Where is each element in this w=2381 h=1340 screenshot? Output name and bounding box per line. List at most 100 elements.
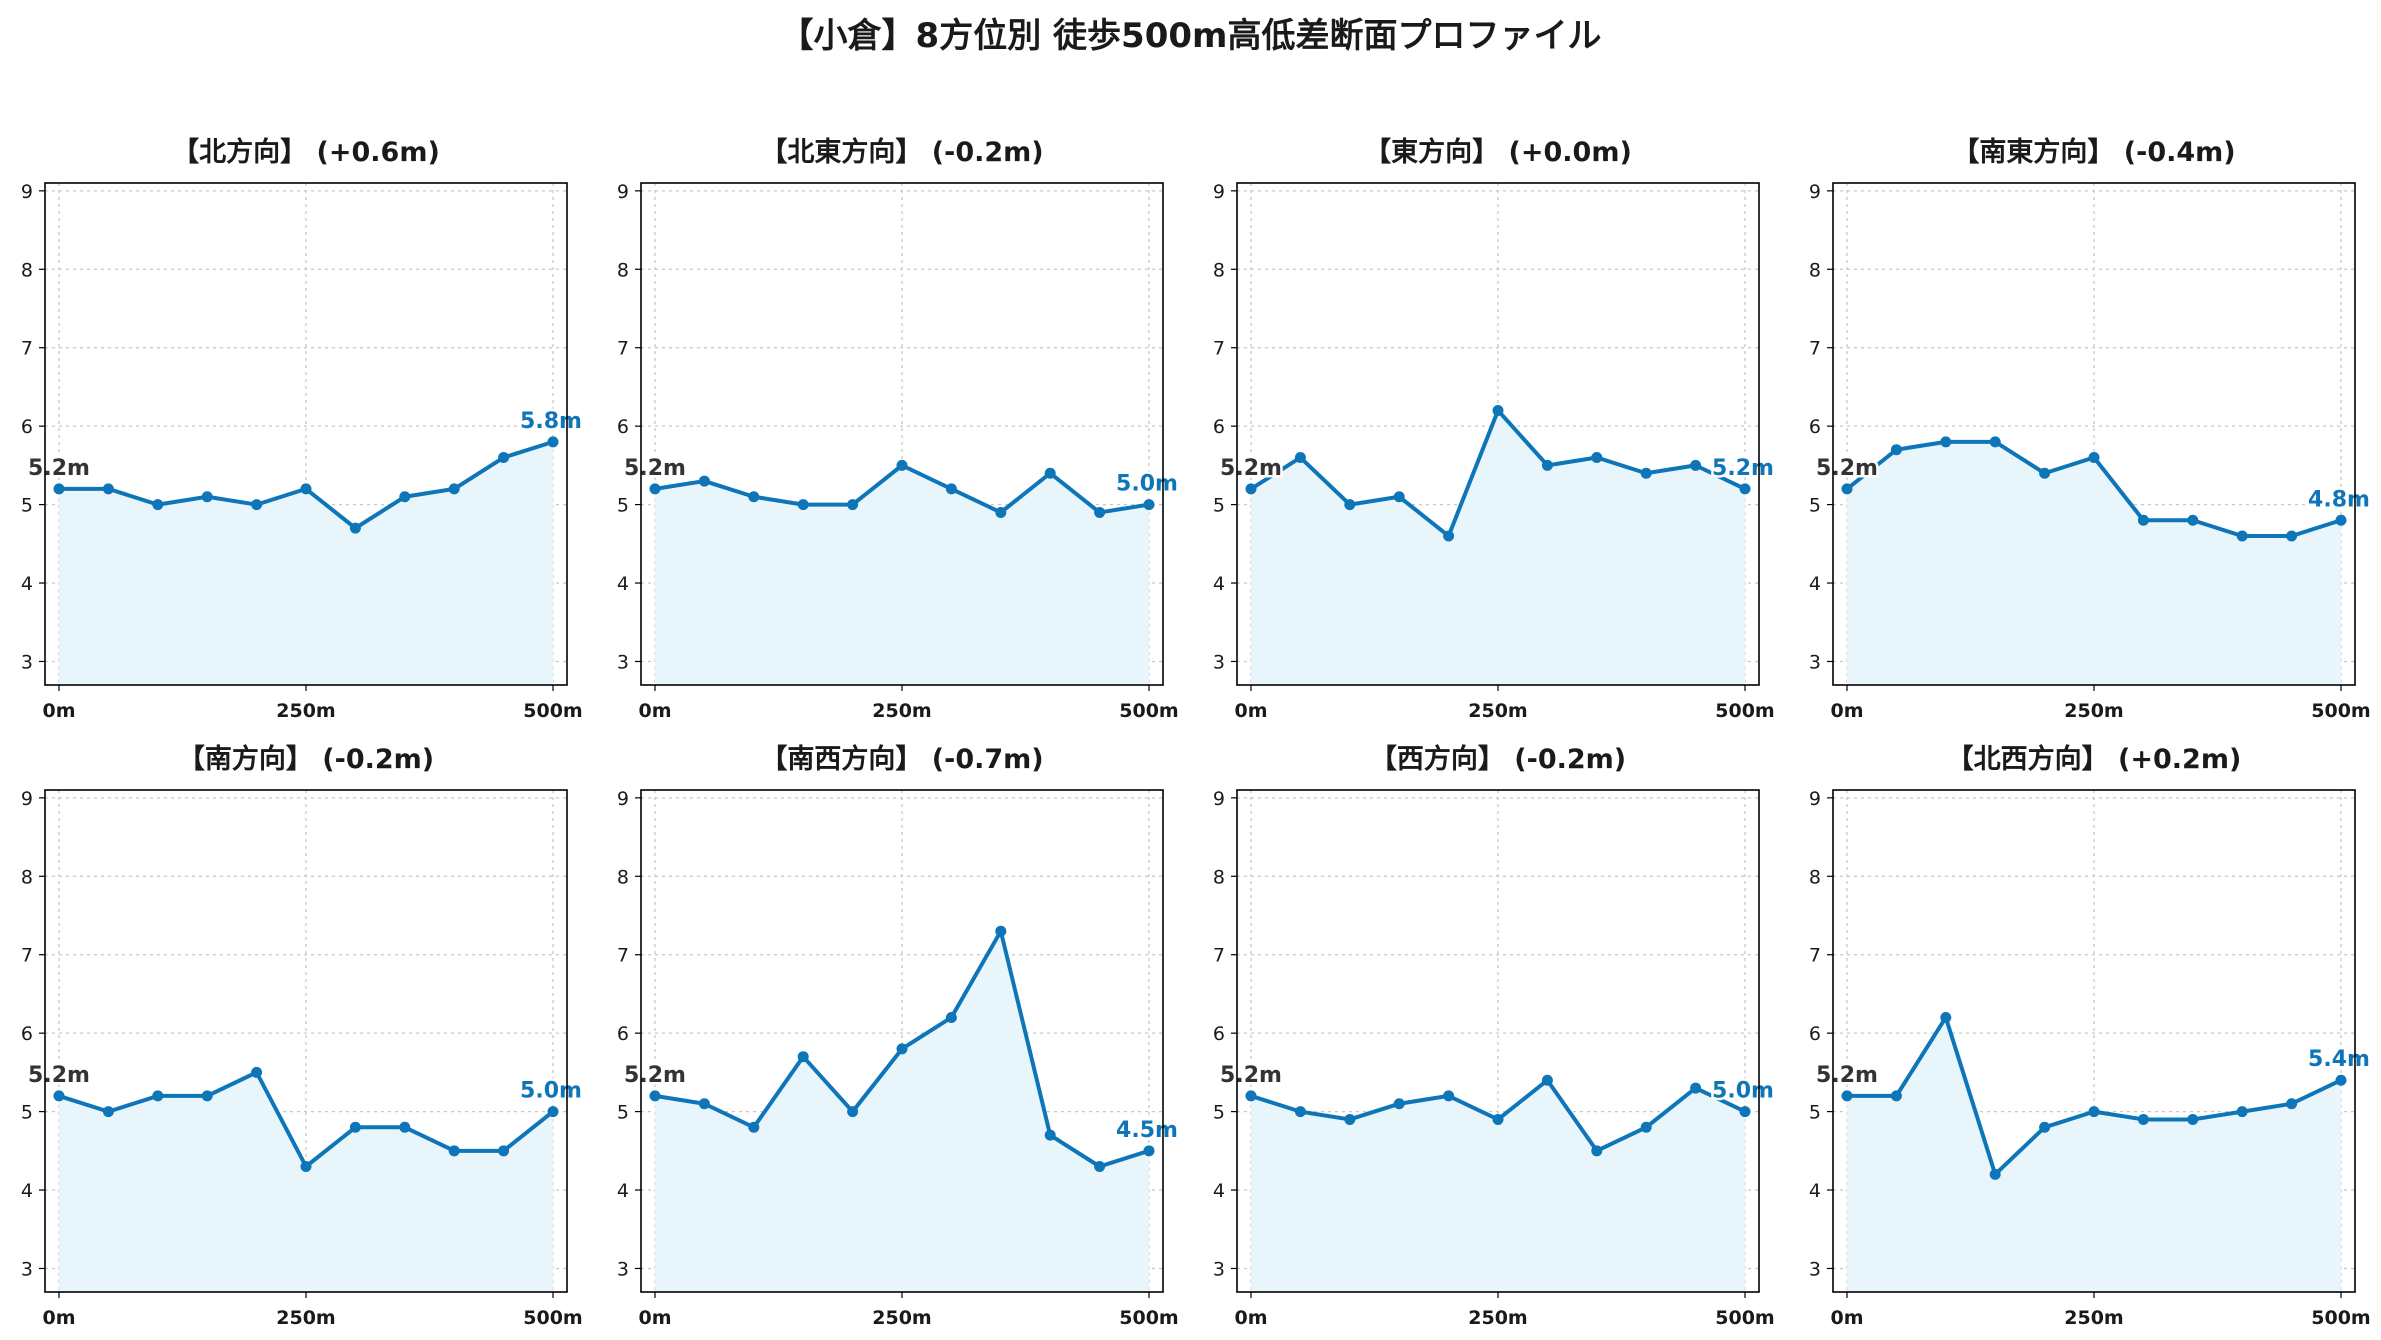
data-point [2335,1074,2347,1086]
y-tick-label: 4 [1213,573,1225,595]
area-fill [1847,441,2341,685]
plot-frame [1236,789,1760,1293]
data-point [349,522,361,534]
y-tick-label: 9 [617,788,629,810]
data-point [649,483,661,495]
y-tick-label: 7 [21,945,33,967]
y-tick-label: 6 [617,416,629,438]
data-point [2286,530,2298,542]
area-fill [1251,410,1745,685]
subplot-4: 【南方向】 (-0.2m) 3 4 5 6 7 8 9 0m 250m 500m 5.2m 5.0m [21,743,585,1329]
x-tick-label: 250m [1468,700,1527,722]
y-tick-label: 5 [21,495,33,517]
data-point [1690,459,1702,471]
y-tick-label: 8 [1809,259,1821,281]
data-point [2088,452,2100,464]
data-point [1044,467,1056,479]
data-point [847,1106,859,1118]
data-point [1739,1106,1751,1118]
x-tick-label: 500m [2311,700,2370,722]
data-point [797,1051,809,1063]
data-point [547,1106,559,1118]
data-point [349,1121,361,1133]
data-point [300,483,312,495]
x-tick-label: 250m [2064,1307,2123,1329]
data-point [498,1145,510,1157]
y-tick-label: 6 [21,416,33,438]
x-tick-label: 500m [1119,1307,1178,1329]
subplot-title: 【南西方向】 (-0.7m) [760,743,1043,775]
start-value-label: 5.2m [1816,456,1878,481]
data-point [1690,1082,1702,1094]
y-tick-label: 4 [1809,573,1821,595]
end-value-label: 5.0m [1116,472,1178,497]
subplot-2: 【東方向】 (+0.0m) 3 4 5 6 7 8 9 0m 250m 500m 5.2m 5.2m [1213,136,1777,722]
data-point [251,1066,263,1078]
y-tick-label: 7 [21,338,33,360]
y-tick-label: 3 [21,651,33,673]
y-tick-label: 7 [1809,945,1821,967]
subplot-title: 【東方向】 (+0.0m) [1364,136,1632,168]
data-point [53,1090,65,1102]
data-point [945,483,957,495]
data-point [1989,1168,2001,1180]
y-tick-label: 4 [617,1180,629,1202]
y-tick-label: 9 [617,181,629,203]
start-value-label: 5.2m [624,1063,686,1088]
data-point [1841,1090,1853,1102]
subplot-title: 【南東方向】 (-0.4m) [1952,136,2235,168]
subplot-3: 【南東方向】 (-0.4m) 3 4 5 6 7 8 9 0m 250m 500m 5.2m 4.8m [1809,136,2373,722]
data-point [102,1106,114,1118]
data-point [2088,1106,2100,1118]
y-tick-label: 5 [1809,1102,1821,1124]
y-tick-label: 5 [1213,495,1225,517]
y-tick-label: 7 [1213,338,1225,360]
data-point [399,491,411,503]
data-point [1344,1113,1356,1125]
y-tick-label: 7 [1809,338,1821,360]
x-tick-label: 250m [2064,700,2123,722]
end-value-label: 5.4m [2308,1047,2370,1072]
data-point [896,1043,908,1055]
data-point [1890,444,1902,456]
y-tick-label: 8 [1213,866,1225,888]
x-tick-label: 0m [42,700,75,722]
y-tick-label: 7 [617,945,629,967]
data-point [2137,1113,2149,1125]
y-tick-label: 9 [21,788,33,810]
data-point [1841,483,1853,495]
data-point [1443,1090,1455,1102]
data-point [1591,1145,1603,1157]
y-tick-label: 5 [617,1102,629,1124]
data-point [1541,459,1553,471]
subplot-title: 【北方向】 (+0.6m) [172,136,440,168]
data-point [2039,1121,2051,1133]
x-tick-label: 250m [276,1307,335,1329]
x-tick-label: 0m [638,700,671,722]
data-point [2236,1106,2248,1118]
subplot-1: 【北東方向】 (-0.2m) 3 4 5 6 7 8 9 0m 250m 500m 5.2m 5.0m [617,136,1181,722]
y-tick-label: 9 [1213,788,1225,810]
end-value-label: 5.0m [520,1079,582,1104]
y-tick-label: 9 [21,181,33,203]
end-value-label: 5.2m [1712,456,1774,481]
subplot-6: 【西方向】 (-0.2m) 3 4 5 6 7 8 9 0m 250m 500m 5.2m 5.0m [1213,743,1777,1329]
plot-frame [1832,182,2356,686]
data-point [1940,436,1952,448]
plot-frame [1236,182,1760,686]
x-tick-label: 0m [1830,1307,1863,1329]
data-point [748,1121,760,1133]
data-point [2137,514,2149,526]
data-point [152,499,164,511]
end-value-label: 5.0m [1712,1079,1774,1104]
x-tick-label: 500m [1715,1307,1774,1329]
start-value-label: 5.2m [624,456,686,481]
subplot-0: 【北方向】 (+0.6m) 3 4 5 6 7 8 9 0m 250m 500m 5.2m 5.8m [21,136,585,722]
subplot-title: 【北西方向】 (+0.2m) [1947,743,2242,775]
x-tick-label: 0m [1234,700,1267,722]
y-tick-label: 6 [1809,416,1821,438]
y-tick-label: 8 [617,259,629,281]
figure-title: 【小倉】8方位別 徒歩500m高低差断面プロファイル [779,16,1602,56]
area-fill [655,465,1149,685]
subplot-5: 【南西方向】 (-0.7m) 3 4 5 6 7 8 9 0m 250m 500m 5.2m 4.5m [617,743,1181,1329]
